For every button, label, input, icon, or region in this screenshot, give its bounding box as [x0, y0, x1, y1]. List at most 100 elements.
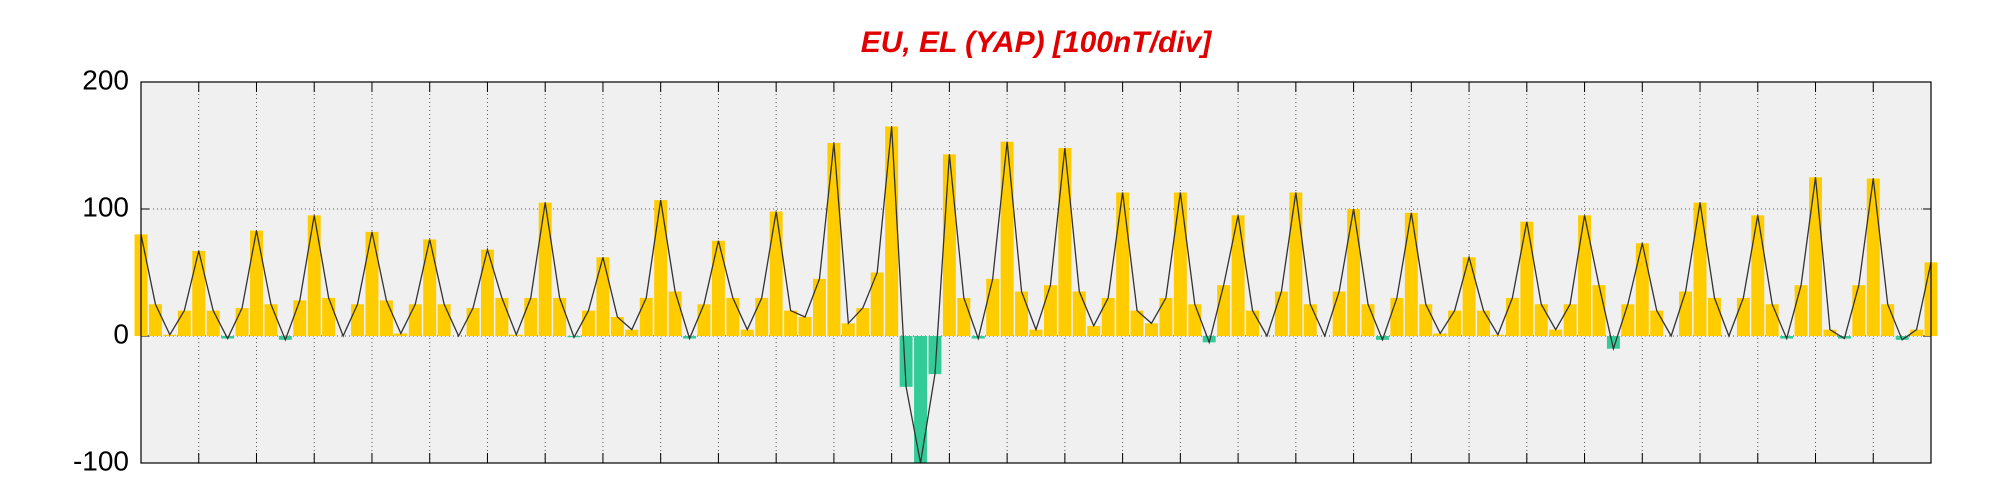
bar: [480, 249, 494, 336]
bar: [813, 278, 826, 336]
bar: [1477, 310, 1490, 336]
bar: [1823, 329, 1837, 336]
bar: [856, 308, 870, 336]
bar: [769, 211, 783, 336]
bar: [899, 336, 913, 387]
bar: [1693, 202, 1707, 336]
bar: [1390, 297, 1404, 336]
bar: [278, 336, 292, 340]
bar: [755, 297, 769, 336]
bar: [1765, 304, 1779, 336]
bar: [1231, 215, 1245, 336]
bar: [1433, 333, 1447, 336]
bar: [1347, 209, 1361, 336]
bar: [1246, 310, 1259, 336]
bar: [1895, 336, 1909, 340]
bar: [654, 200, 668, 336]
bar: [1303, 304, 1317, 336]
bar: [1000, 141, 1014, 336]
bar: [1289, 192, 1303, 336]
bar: [1578, 215, 1592, 336]
bar: [1043, 285, 1057, 336]
bar: [1635, 243, 1649, 336]
bar: [1679, 291, 1693, 336]
bar: [726, 297, 740, 336]
bar: [307, 215, 321, 336]
bar: [1520, 221, 1534, 336]
bar: [553, 297, 567, 336]
bar: [293, 300, 307, 336]
bar: [1910, 329, 1924, 336]
bar: [538, 202, 552, 336]
bar: [1809, 177, 1822, 336]
bar: [1145, 323, 1158, 336]
y-tick-label: -100: [73, 445, 129, 476]
bar: [1881, 304, 1895, 336]
bar: [827, 142, 841, 336]
y-tick-label: 100: [82, 191, 129, 222]
bar: [841, 323, 855, 336]
bar: [1448, 310, 1462, 336]
bar: [928, 336, 942, 375]
bar: [1029, 329, 1043, 336]
bar: [697, 304, 711, 336]
bar: [1188, 304, 1202, 336]
bar: [582, 310, 595, 336]
bar: [1549, 329, 1563, 336]
bar: [1736, 297, 1750, 336]
bar: [264, 304, 278, 336]
data-line: [140, 126, 1932, 464]
bar: [1274, 291, 1288, 336]
bar: [1534, 304, 1548, 336]
plot-frame: [140, 81, 1932, 464]
y-tick-label: 200: [82, 64, 129, 95]
bar: [1794, 285, 1808, 336]
bar: [1751, 215, 1765, 336]
bar: [365, 231, 379, 336]
bar: [1650, 310, 1664, 336]
bar: [1101, 297, 1115, 336]
bar: [495, 297, 509, 336]
bar: [668, 291, 682, 336]
bar: [625, 329, 639, 336]
bar: [1866, 178, 1880, 336]
bar: [1173, 192, 1187, 336]
bar: [596, 257, 610, 336]
bar: [885, 126, 899, 336]
bar: [1563, 304, 1577, 336]
bar: [942, 154, 956, 336]
bar: [711, 240, 725, 336]
bar: [1505, 297, 1519, 336]
bar: [423, 239, 437, 336]
bar: [351, 304, 364, 336]
bar: [798, 316, 812, 336]
bar: [206, 310, 220, 336]
bar: [870, 272, 884, 336]
bar: [466, 308, 480, 336]
plot-background: [141, 82, 1931, 463]
bar: [610, 316, 624, 336]
bar: [1072, 291, 1086, 336]
bar: [1332, 291, 1346, 336]
bar: [914, 336, 927, 463]
bar: [1015, 291, 1029, 336]
bar: [1708, 297, 1721, 336]
bar: [1361, 304, 1375, 336]
bar: [148, 304, 162, 336]
bar: [1202, 336, 1216, 343]
bar: [784, 310, 798, 336]
bar: [1058, 148, 1072, 336]
bar: [524, 297, 538, 336]
bar: [250, 230, 263, 336]
bar: [235, 308, 249, 336]
chart-title: EU, EL (YAP) [100nT/div]: [861, 26, 1213, 59]
bar: [639, 297, 653, 336]
bar: [740, 329, 754, 336]
bar: [1404, 212, 1418, 336]
bar: [1087, 325, 1101, 336]
y-tick-label: 0: [113, 318, 129, 349]
bar: [437, 304, 451, 336]
bar: [1592, 285, 1606, 336]
bar: [1852, 285, 1866, 336]
